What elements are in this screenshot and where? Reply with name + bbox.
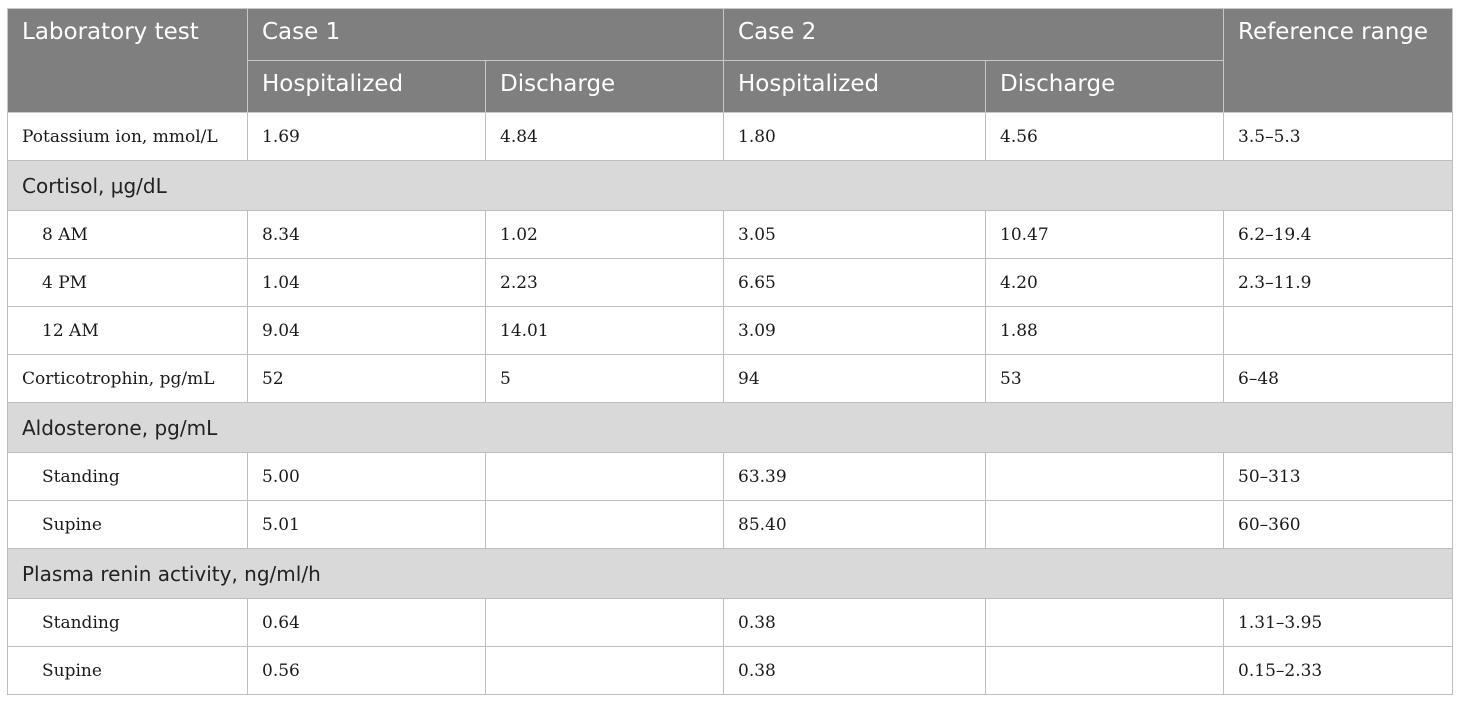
table-row: 8 AM 8.34 1.02 3.05 10.47 6.2–19.4 [7,210,1454,259]
value-cell: 6.65 [723,258,987,307]
header-case2-discharge: Discharge [985,60,1225,113]
value-cell: 9.04 [247,306,486,355]
table-body: Potassium ion, mmol/L 1.69 4.84 1.80 4.56 3.5… [6,112,1454,695]
value-cell [484,646,725,695]
table-row: Standing 5.00 63.39 50–313 [7,452,1454,501]
value-cell: 5.00 [247,452,486,501]
row-label: 8 AM [7,210,248,259]
value-cell: 3.05 [723,210,987,259]
value-cell [985,646,1225,695]
value-cell: 1.80 [723,112,987,161]
reference-range-cell: 1.31–3.95 [1223,598,1454,647]
value-cell: 63.39 [723,452,987,501]
value-cell: 10.47 [985,210,1225,259]
value-cell [484,598,725,647]
reference-range-cell: 0.15–2.33 [1223,646,1454,695]
reference-range-cell [1223,306,1454,355]
section-label: Aldosterone, pg/mL [6,402,1454,453]
value-cell: 5.01 [247,500,486,549]
table-row: Corticotrophin, pg/mL 52 5 94 53 6–48 [7,354,1454,403]
row-label: 12 AM [7,306,248,355]
value-cell [484,452,725,501]
value-cell: 14.01 [484,306,725,355]
value-cell: 52 [247,354,486,403]
value-cell: 4.56 [985,112,1225,161]
reference-range-cell: 60–360 [1223,500,1454,549]
row-label: Potassium ion, mmol/L [7,112,248,161]
value-cell [985,598,1225,647]
table-row: 12 AM 9.04 14.01 3.09 1.88 [7,306,1454,355]
reference-range-cell: 6.2–19.4 [1223,210,1454,259]
reference-range-cell: 50–313 [1223,452,1454,501]
value-cell: 53 [985,354,1225,403]
table-row: Standing 0.64 0.38 1.31–3.95 [7,598,1454,647]
lab-results-table: Laboratory test Case 1 Case 2 Reference … [6,8,1454,695]
table-row: Supine 0.56 0.38 0.15–2.33 [7,646,1454,695]
header-row-top: Laboratory test Case 1 Case 2 Reference … [7,8,1454,113]
header-case1-hospitalized: Hospitalized [247,60,486,113]
section-label: Cortisol, μg/dL [6,160,1454,211]
value-cell: 94 [723,354,987,403]
table-row: 4 PM 1.04 2.23 6.65 4.20 2.3–11.9 [7,258,1454,307]
table-header: Laboratory test Case 1 Case 2 Reference … [7,8,1454,113]
header-case-2: Case 2 [723,8,1225,61]
header-case2-hospitalized: Hospitalized [723,60,987,113]
value-cell: 1.04 [247,258,486,307]
value-cell: 3.09 [723,306,987,355]
row-label: Standing [7,452,248,501]
value-cell: 5 [484,354,725,403]
reference-range-cell: 3.5–5.3 [1223,112,1454,161]
header-case-1: Case 1 [246,8,725,61]
reference-range-cell: 6–48 [1223,354,1454,403]
value-cell: 85.40 [723,500,987,549]
value-cell [484,500,725,549]
reference-range-cell: 2.3–11.9 [1223,258,1454,307]
value-cell: 1.69 [247,112,486,161]
section-row: Cortisol, μg/dL [6,160,1454,211]
row-label: Corticotrophin, pg/mL [7,354,248,403]
value-cell: 8.34 [247,210,486,259]
value-cell: 4.20 [985,258,1225,307]
header-row-sub: Hospitalized Discharge Hospitalized Disc… [8,60,1453,113]
value-cell [985,452,1225,501]
value-cell: 0.38 [723,598,987,647]
section-row: Plasma renin activity, ng/ml/h [6,548,1454,599]
value-cell: 0.56 [247,646,486,695]
row-label: 4 PM [7,258,248,307]
value-cell: 2.23 [484,258,725,307]
header-case1-discharge: Discharge [484,60,725,113]
value-cell: 0.38 [723,646,987,695]
value-cell: 4.84 [484,112,725,161]
section-row: Aldosterone, pg/mL [6,402,1454,453]
value-cell: 1.88 [985,306,1225,355]
table-row: Supine 5.01 85.40 60–360 [7,500,1454,549]
header-reference-range: Reference range [1223,8,1454,113]
table-row: Potassium ion, mmol/L 1.69 4.84 1.80 4.56 3.5… [7,112,1454,161]
value-cell: 0.64 [247,598,486,647]
row-label: Supine [7,500,248,549]
value-cell [985,500,1225,549]
value-cell: 1.02 [484,210,725,259]
header-laboratory-test: Laboratory test [7,8,248,113]
section-label: Plasma renin activity, ng/ml/h [6,548,1454,599]
row-label: Standing [7,598,248,647]
row-label: Supine [7,646,248,695]
